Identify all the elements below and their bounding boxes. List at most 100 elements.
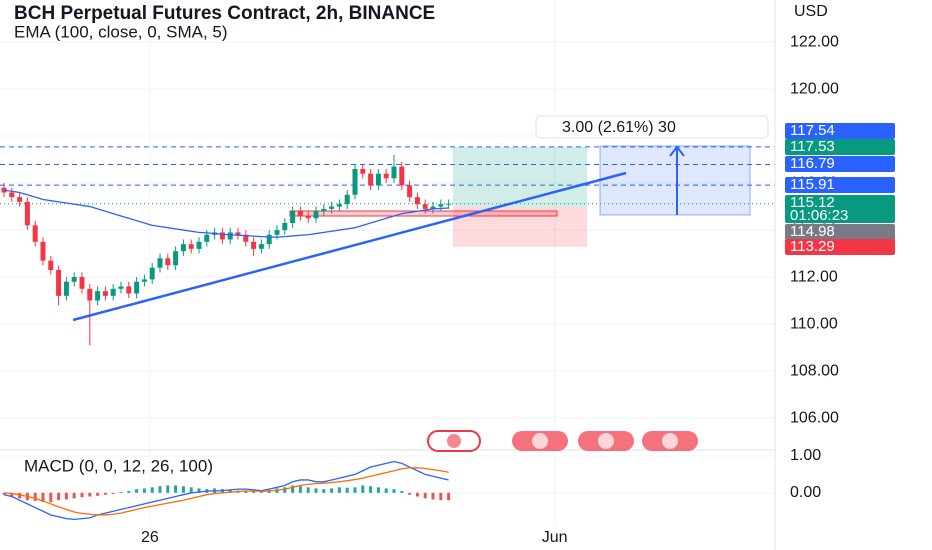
candle-body <box>235 232 241 235</box>
histogram-bar <box>345 487 349 493</box>
candle-body <box>110 288 116 296</box>
trend-line[interactable] <box>72 171 627 322</box>
histogram-bar <box>2 492 6 495</box>
candle-body <box>391 166 397 179</box>
candle-body <box>173 251 179 266</box>
histogram-bar <box>10 492 14 497</box>
target-zone <box>453 147 587 208</box>
y-tick-label: 120.00 <box>790 80 839 97</box>
price-label-box <box>785 224 895 240</box>
candle-body <box>95 291 101 301</box>
histogram-bar <box>142 488 146 493</box>
price-label: 115.12 <box>790 194 835 211</box>
measure-label: 3.00 (2.61%) 30 <box>562 119 676 136</box>
macd-title: MACD (0, 0, 12, 26, 100) <box>24 456 213 475</box>
candle-body <box>40 241 46 261</box>
candle-body <box>118 286 124 289</box>
measure-label-box <box>535 115 769 139</box>
candle-body <box>352 168 358 195</box>
histogram-bar <box>330 488 334 493</box>
price-label: 117.54 <box>790 122 835 139</box>
price-label-box <box>785 195 895 223</box>
price-label: 114.98 <box>790 223 835 240</box>
histogram-bar <box>322 489 326 493</box>
chart-title: BCH Perpetual Futures Contract, 2h, BINA… <box>14 3 435 24</box>
price-label: 115.91 <box>790 176 835 193</box>
candle-body <box>24 201 30 226</box>
histogram-bar <box>337 487 341 493</box>
price-label-box <box>785 123 895 139</box>
histogram-bar <box>423 492 427 499</box>
histogram-bar <box>49 492 53 503</box>
measure-box[interactable] <box>599 145 751 216</box>
histogram-bar <box>158 486 162 493</box>
histogram-bar <box>447 492 451 501</box>
candle-body <box>196 241 202 249</box>
candle-body <box>87 288 93 301</box>
countdown: 01:06:23 <box>790 207 848 224</box>
histogram-bar <box>64 492 68 500</box>
histogram-bar <box>72 492 76 499</box>
y-tick-label: 112.00 <box>790 268 838 285</box>
histogram-bar <box>33 492 37 501</box>
candle-body <box>9 192 15 198</box>
histogram-bar <box>228 489 232 493</box>
candle-body <box>266 234 272 245</box>
histogram-bar <box>415 492 419 497</box>
histogram-bar <box>135 489 139 493</box>
macd-line <box>3 460 449 521</box>
histogram-bar <box>119 492 123 493</box>
candle-body <box>219 232 225 240</box>
y-tick-label: 1.00 <box>790 447 821 464</box>
histogram-bar <box>400 491 404 493</box>
histogram-bar <box>96 492 100 496</box>
price-label-box <box>785 139 895 155</box>
candle-body <box>204 234 210 242</box>
histogram-bar <box>197 488 201 493</box>
price-label: 113.29 <box>790 238 835 255</box>
candle-body <box>329 206 335 209</box>
histogram-bar <box>41 492 45 503</box>
histogram-bar <box>376 487 380 493</box>
histogram-bar <box>361 485 365 493</box>
event-icons[interactable] <box>427 430 698 452</box>
histogram-bar <box>244 491 248 493</box>
candle-body <box>344 194 350 205</box>
overlay-legend: EMA (100, close, 0, SMA, 5) <box>14 22 228 41</box>
candle-body <box>17 197 23 202</box>
candle-body <box>243 234 249 242</box>
histogram-bar <box>314 488 318 493</box>
y-tick-label: 108.00 <box>790 362 839 379</box>
candle-body <box>180 244 186 252</box>
histogram-bar <box>306 487 310 493</box>
candle-body <box>165 258 171 266</box>
candle-body <box>383 173 389 179</box>
candle-body <box>32 225 38 242</box>
histogram-bar <box>166 485 170 493</box>
price-label-box <box>785 177 895 193</box>
y-tick-label: 110.00 <box>790 315 838 332</box>
candle-body <box>188 244 194 249</box>
histogram-bar <box>80 492 84 498</box>
x-tick-label: 26 <box>141 529 159 546</box>
candle-body <box>321 208 327 212</box>
y-tick-label: 106.00 <box>790 409 839 426</box>
histogram-bar <box>150 487 154 493</box>
histogram-bar <box>283 487 287 493</box>
histogram-bar <box>439 492 443 501</box>
measure-arrow-head <box>669 145 685 157</box>
histogram-bar <box>57 492 61 501</box>
histogram-bar <box>408 492 412 495</box>
candle-body <box>251 241 257 249</box>
candle-body <box>313 211 319 219</box>
y-tick-label: 122.00 <box>790 33 839 50</box>
candle-body <box>399 166 405 186</box>
zone-rect[interactable] <box>289 210 558 217</box>
histogram-bar <box>353 487 357 493</box>
candle-body <box>438 204 444 207</box>
candle-body <box>414 197 420 205</box>
candle-body <box>422 204 428 209</box>
histogram-bar <box>103 492 107 495</box>
